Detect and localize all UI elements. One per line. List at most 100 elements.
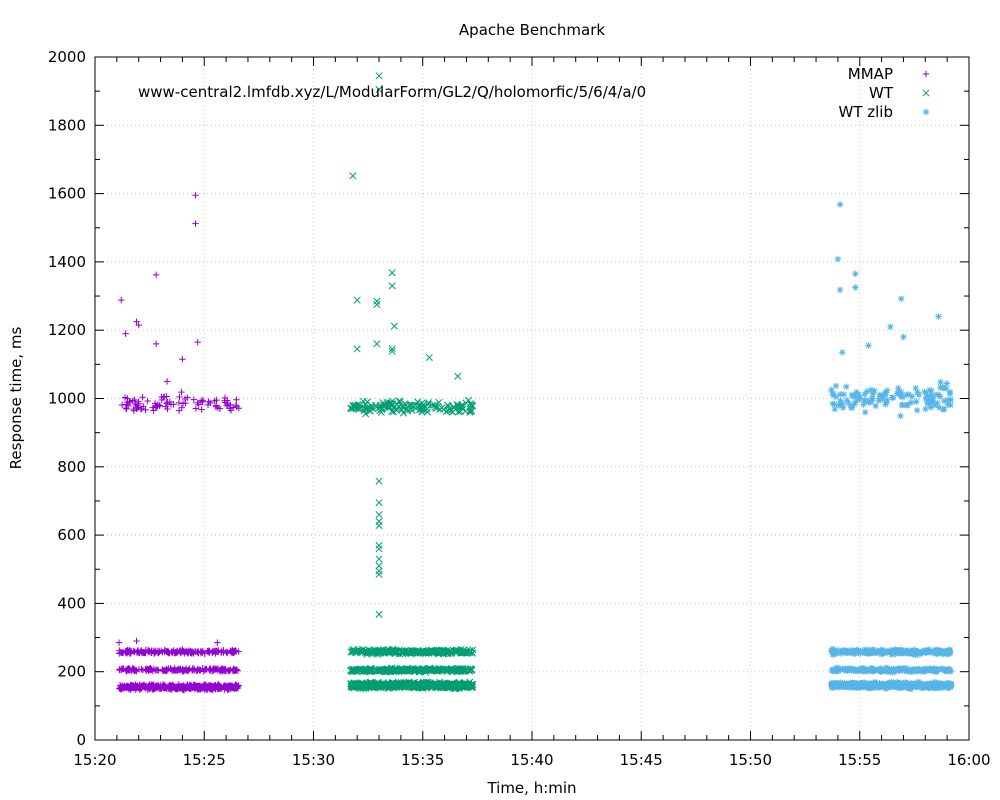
data-point [169, 649, 176, 657]
data-point [840, 391, 847, 398]
data-point [419, 679, 427, 687]
data-point [234, 684, 242, 692]
data-point [167, 682, 174, 689]
x-tick-label: 15:55 [838, 751, 881, 769]
data-point [905, 682, 912, 689]
data-point [914, 678, 922, 685]
data-point [168, 666, 175, 673]
data-point [468, 666, 476, 674]
data-point-outlier [865, 342, 872, 349]
data-point [856, 396, 863, 403]
data-point [896, 665, 903, 672]
data-point [410, 647, 419, 656]
data-point [453, 682, 461, 690]
series-wt [347, 72, 477, 693]
data-point [926, 648, 933, 655]
data-point [123, 405, 130, 413]
data-point [190, 665, 198, 672]
data-point [927, 404, 935, 411]
data-point [230, 666, 238, 673]
data-point [833, 680, 841, 687]
legend-label: WT zlib [839, 103, 894, 121]
data-point-outlier [122, 330, 129, 337]
data-point [829, 391, 836, 398]
data-point [436, 647, 444, 655]
data-point [149, 404, 157, 411]
data-point [154, 666, 161, 674]
x-axis-label: Time, h:min [486, 779, 576, 797]
data-point-outlier [163, 378, 171, 385]
data-point [862, 409, 869, 416]
data-point [390, 682, 399, 690]
y-tick-label: 2000 [48, 48, 86, 66]
data-point-outlier [836, 201, 844, 208]
data-point [213, 396, 220, 404]
data-point [922, 682, 929, 690]
data-point [397, 666, 405, 674]
data-point [913, 407, 921, 414]
data-point-outlier [852, 270, 859, 278]
data-point [833, 664, 841, 672]
data-point [140, 682, 147, 689]
data-point [146, 665, 153, 673]
data-point [453, 648, 461, 656]
data-point [469, 646, 477, 654]
data-point [124, 682, 131, 690]
data-point [369, 681, 377, 690]
data-points [115, 72, 955, 694]
data-point [182, 399, 189, 407]
data-point [163, 667, 170, 674]
data-point [131, 396, 138, 404]
data-point-outlier [135, 321, 142, 329]
data-point [175, 399, 183, 407]
data-point [940, 682, 947, 689]
data-point [214, 685, 222, 692]
data-point [204, 401, 212, 409]
data-point [189, 667, 196, 674]
data-point [215, 648, 222, 655]
data-point [853, 682, 860, 690]
chart-title: Apache Benchmark [459, 21, 605, 39]
data-point [161, 684, 168, 691]
data-point [130, 665, 137, 672]
data-point-outlier [133, 637, 140, 645]
data-point [179, 685, 186, 693]
data-point [387, 665, 395, 673]
data-point [119, 684, 126, 691]
data-point [370, 647, 378, 655]
data-point [843, 383, 850, 390]
data-point [424, 649, 433, 657]
data-point [361, 667, 369, 675]
data-point [179, 646, 186, 653]
x-tick-label: 15:40 [510, 751, 553, 769]
data-point [224, 686, 231, 693]
data-point [126, 683, 134, 691]
data-point [235, 648, 242, 655]
data-point [376, 648, 384, 656]
legend-label: WT [869, 84, 894, 102]
y-tick-label: 1400 [48, 253, 86, 271]
data-point [943, 397, 951, 404]
data-point [422, 684, 430, 692]
data-point [159, 681, 167, 688]
data-point [221, 394, 229, 402]
data-point [469, 649, 477, 657]
data-point [898, 389, 905, 396]
data-point [929, 684, 936, 691]
data-point [183, 683, 190, 690]
data-point-outlier [133, 318, 140, 325]
x-tick-label: 15:30 [292, 751, 335, 769]
data-point [937, 378, 944, 386]
data-point [905, 391, 913, 398]
data-point [444, 683, 452, 691]
data-point [232, 647, 239, 654]
data-point [399, 650, 407, 658]
data-point [199, 647, 207, 655]
data-point [148, 649, 155, 656]
data-point [134, 683, 141, 691]
data-point [162, 403, 170, 410]
data-point [829, 400, 837, 407]
data-point [389, 666, 398, 674]
data-point [946, 666, 954, 673]
data-point [920, 667, 928, 674]
